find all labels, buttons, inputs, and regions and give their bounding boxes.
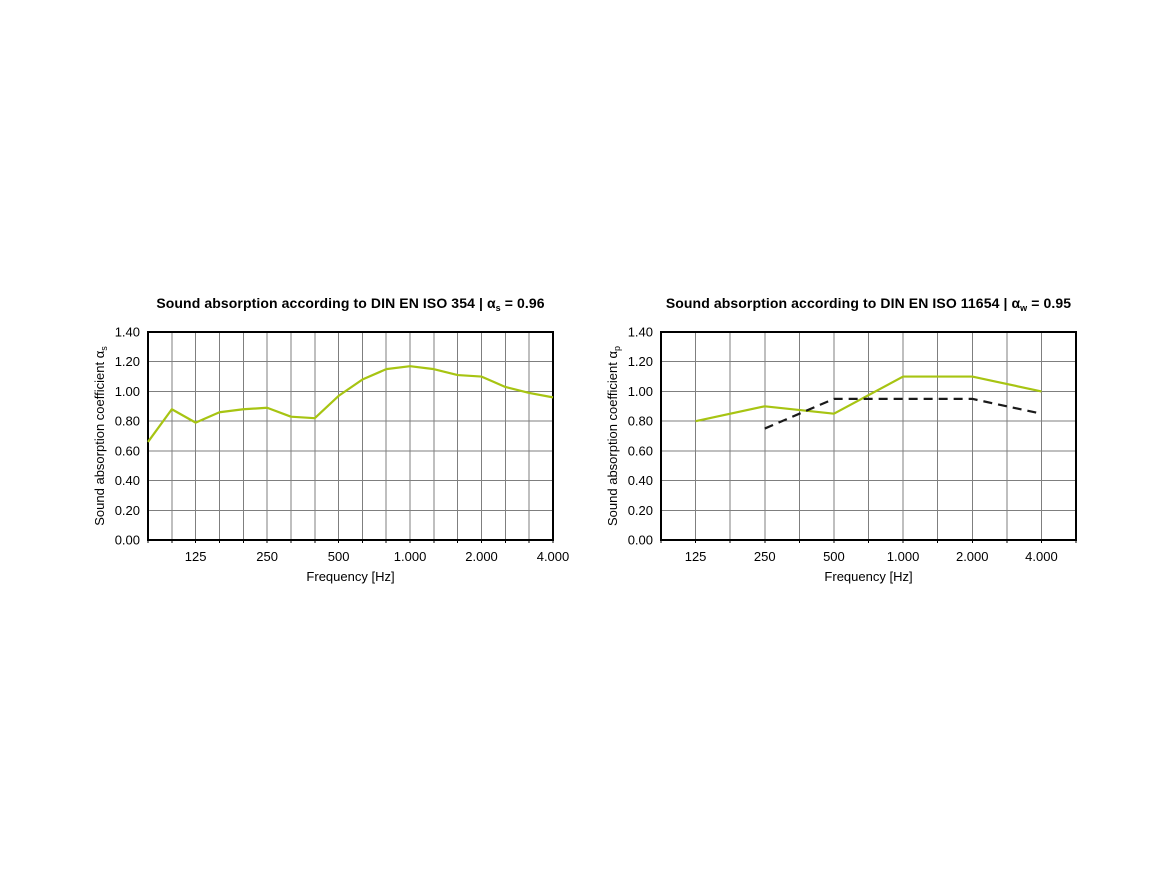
- y-tick-label: 1.40: [115, 325, 140, 340]
- chart-title: Sound absorption according to DIN EN ISO…: [108, 295, 593, 313]
- chart-title-text: Sound absorption according to DIN EN ISO…: [665, 295, 1021, 311]
- plot-border: [660, 331, 1077, 541]
- plot-border: [147, 331, 554, 541]
- series-absorption-coefficient-alpha-p: [695, 375, 1042, 423]
- alpha-value: = 0.95: [1027, 295, 1072, 311]
- x-axis-label: Frequency [Hz]: [306, 569, 395, 584]
- x-tick-label: 2.000: [956, 549, 989, 564]
- chart-title: Sound absorption according to DIN EN ISO…: [621, 295, 1116, 313]
- x-tick-label: 4.000: [537, 549, 570, 564]
- chart-title-text: Sound absorption according to DIN EN ISO…: [156, 295, 496, 311]
- y-tick-label: 0.40: [628, 473, 653, 488]
- alpha-subscript: w: [1020, 303, 1028, 313]
- y-tick-label: 0.40: [115, 473, 140, 488]
- alpha-value: = 0.96: [500, 295, 545, 311]
- x-tick-label: 2.000: [465, 549, 498, 564]
- x-tick-label: 125: [185, 549, 207, 564]
- series-absorption-coefficient-alpha-s: [147, 365, 554, 443]
- plot-area: 1.40 1.20 1.00 0.80 0.60 0.40 0.20 0.00 125 250 50…: [628, 325, 1077, 564]
- x-tick-label: 250: [754, 549, 776, 564]
- x-tick-label: 500: [328, 549, 350, 564]
- series-reference-curve: [764, 397, 1042, 430]
- y-tick-label: 0.00: [628, 533, 653, 548]
- x-tick-label: 250: [256, 549, 278, 564]
- y-tick-label: 1.00: [115, 384, 140, 399]
- y-tick-label: 0.20: [628, 503, 653, 518]
- x-tick-label: 1.000: [394, 549, 427, 564]
- y-tick-label: 0.60: [628, 443, 653, 458]
- y-tick-label: 1.20: [115, 354, 140, 369]
- y-tick-label: 0.20: [115, 503, 140, 518]
- plot-area: 1.40 1.20 1.00 0.80 0.60 0.40 0.20 0.00 125 250 50…: [115, 325, 570, 565]
- y-tick-label: 1.40: [628, 325, 653, 340]
- y-tick-label: 1.00: [628, 384, 653, 399]
- y-tick-label: 0.60: [115, 443, 140, 458]
- x-tick-label: 4.000: [1025, 549, 1058, 564]
- x-tick-label: 500: [823, 549, 845, 564]
- x-tick-label: 1.000: [887, 549, 920, 564]
- y-tick-label: 1.20: [628, 354, 653, 369]
- y-tick-label: 0.80: [115, 414, 140, 429]
- x-tick-label: 125: [685, 549, 707, 564]
- x-axis-label: Frequency [Hz]: [824, 569, 913, 584]
- alpha-subscript: s: [495, 303, 501, 313]
- y-tick-label: 0.80: [628, 414, 653, 429]
- y-tick-label: 0.00: [115, 533, 140, 548]
